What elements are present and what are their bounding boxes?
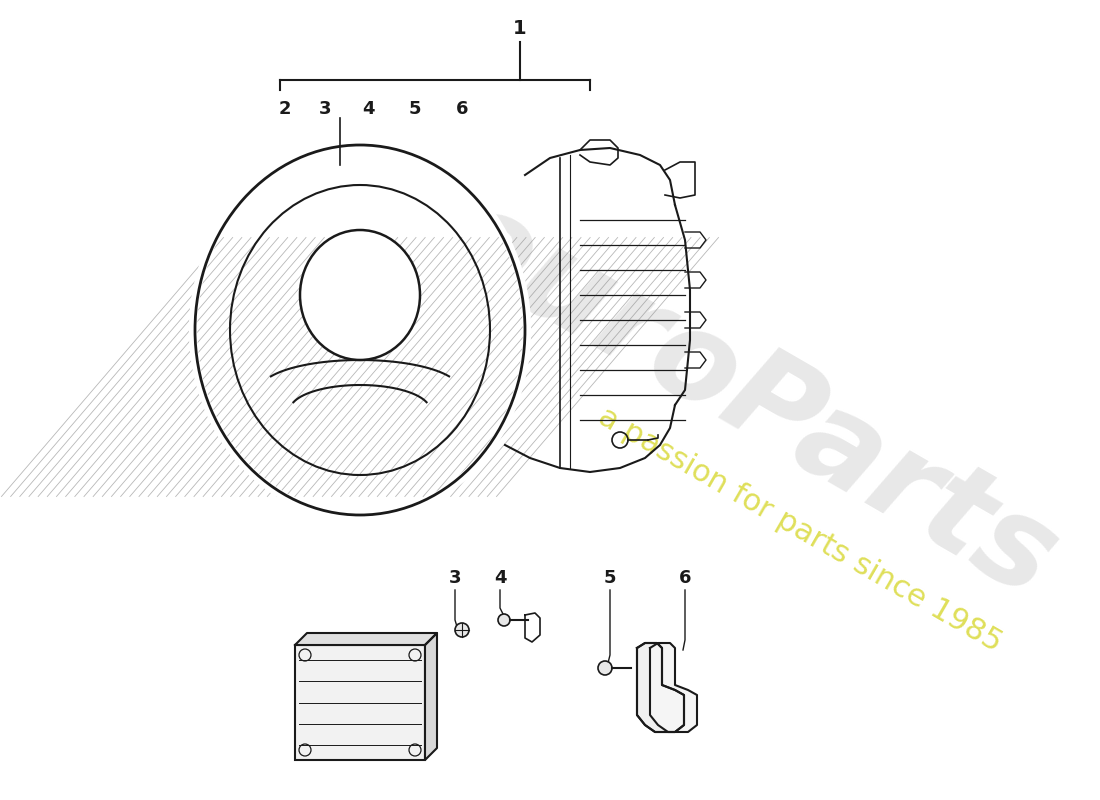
Text: 3: 3 <box>449 569 461 587</box>
FancyBboxPatch shape <box>295 645 425 760</box>
Text: 5: 5 <box>604 569 616 587</box>
Text: euroParts: euroParts <box>424 176 1077 624</box>
Text: 3: 3 <box>319 100 331 118</box>
Text: 5: 5 <box>409 100 421 118</box>
Ellipse shape <box>195 145 525 515</box>
Text: 4: 4 <box>362 100 374 118</box>
Circle shape <box>598 661 612 675</box>
Polygon shape <box>650 643 697 732</box>
Polygon shape <box>425 633 437 760</box>
Polygon shape <box>295 633 437 645</box>
Text: 1: 1 <box>514 18 527 38</box>
Circle shape <box>498 614 510 626</box>
Ellipse shape <box>300 230 420 360</box>
Text: a passion for parts since 1985: a passion for parts since 1985 <box>593 402 1007 658</box>
Text: 4: 4 <box>494 569 506 587</box>
Polygon shape <box>637 643 684 732</box>
Text: 6: 6 <box>455 100 469 118</box>
Text: 2: 2 <box>278 100 292 118</box>
Circle shape <box>455 623 469 637</box>
Text: 6: 6 <box>679 569 691 587</box>
